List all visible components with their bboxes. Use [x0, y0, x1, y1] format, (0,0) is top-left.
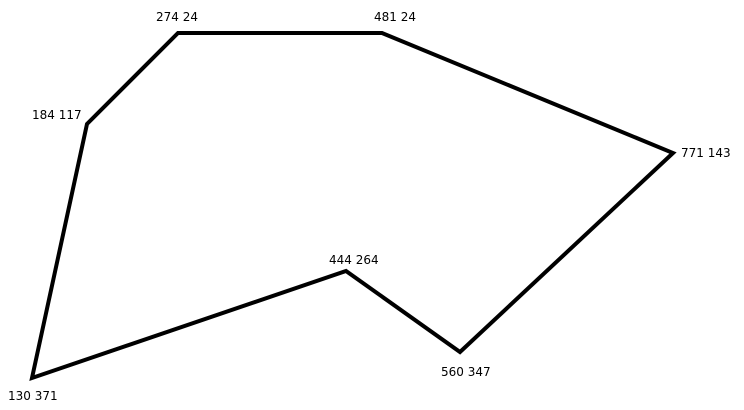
vertex-label-274-24: 274 24 [156, 10, 198, 24]
vertex-label-560-347: 560 347 [441, 365, 491, 379]
vertex-label-130-371: 130 371 [8, 389, 58, 403]
vertex-label-184-117: 184 117 [32, 108, 82, 122]
vertex-label-444-264: 444 264 [329, 253, 379, 267]
vertex-label-481-24: 481 24 [374, 10, 416, 24]
vertex-label-771-143: 771 143 [681, 146, 731, 160]
polygon-outline [29, 31, 677, 382]
